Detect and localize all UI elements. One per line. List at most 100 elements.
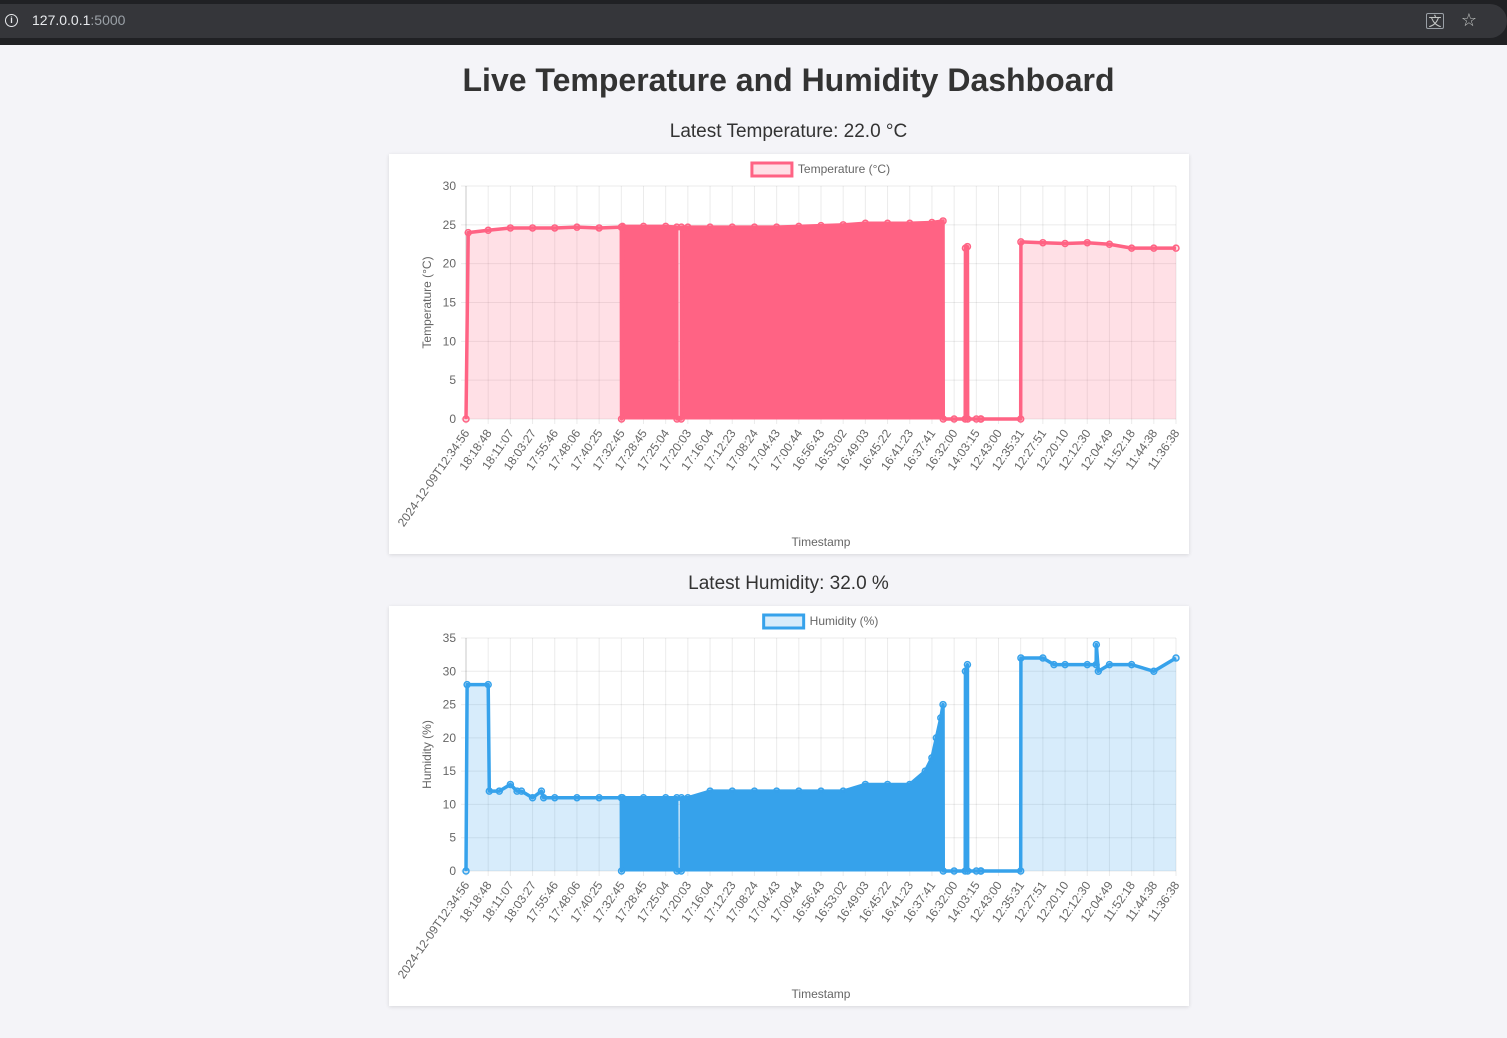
- data-point[interactable]: [618, 222, 627, 231]
- data-point[interactable]: [839, 787, 847, 795]
- data-point[interactable]: [906, 219, 914, 228]
- data-point[interactable]: [928, 218, 936, 227]
- site-info-icon[interactable]: i: [5, 14, 18, 27]
- data-point[interactable]: [939, 217, 947, 225]
- data-point[interactable]: [573, 223, 581, 231]
- data-point[interactable]: [963, 867, 972, 875]
- data-point[interactable]: [551, 794, 559, 802]
- data-point[interactable]: [639, 794, 648, 802]
- data-point[interactable]: [906, 780, 914, 789]
- data-point[interactable]: [963, 242, 972, 251]
- data-point[interactable]: [1172, 244, 1180, 252]
- data-point[interactable]: [950, 867, 958, 875]
- data-point[interactable]: [677, 794, 686, 802]
- data-point[interactable]: [463, 680, 471, 689]
- data-point[interactable]: [772, 787, 781, 795]
- data-point[interactable]: [573, 794, 581, 802]
- data-point[interactable]: [795, 787, 803, 795]
- data-point[interactable]: [928, 754, 936, 762]
- data-point[interactable]: [677, 415, 685, 423]
- data-point[interactable]: [661, 794, 670, 802]
- translate-icon[interactable]: 文: [1426, 13, 1444, 29]
- data-point[interactable]: [677, 867, 685, 875]
- data-point[interactable]: [977, 867, 985, 875]
- data-point[interactable]: [1083, 238, 1091, 247]
- data-point[interactable]: [462, 867, 470, 875]
- data-point[interactable]: [639, 222, 648, 231]
- data-point[interactable]: [1105, 240, 1114, 248]
- data-point[interactable]: [706, 223, 714, 231]
- data-point[interactable]: [861, 780, 870, 789]
- bookmark-star-icon[interactable]: ☆: [1460, 10, 1478, 30]
- data-point[interactable]: [539, 794, 548, 802]
- data-point[interactable]: [883, 780, 892, 789]
- data-point[interactable]: [551, 224, 559, 232]
- data-point[interactable]: [939, 415, 948, 423]
- data-point[interactable]: [618, 794, 627, 802]
- data-point[interactable]: [950, 415, 958, 423]
- data-point[interactable]: [517, 787, 526, 795]
- data-point[interactable]: [1017, 654, 1025, 662]
- data-point[interactable]: [1127, 244, 1136, 252]
- data-point[interactable]: [963, 660, 972, 669]
- data-point[interactable]: [464, 228, 472, 237]
- data-point[interactable]: [528, 794, 537, 802]
- data-point[interactable]: [1039, 238, 1047, 247]
- data-point[interactable]: [1017, 238, 1025, 246]
- url-text[interactable]: 127.0.0.1:5000: [32, 12, 125, 28]
- data-point[interactable]: [1092, 640, 1101, 649]
- data-point[interactable]: [817, 221, 825, 230]
- data-point[interactable]: [939, 867, 948, 875]
- data-point[interactable]: [528, 224, 537, 232]
- data-point[interactable]: [772, 223, 781, 231]
- data-point[interactable]: [1016, 867, 1025, 875]
- data-point[interactable]: [1172, 654, 1180, 662]
- data-point[interactable]: [495, 787, 504, 795]
- data-point[interactable]: [484, 680, 492, 689]
- data-point[interactable]: [963, 415, 972, 423]
- data-point[interactable]: [1150, 667, 1158, 676]
- data-point[interactable]: [883, 219, 892, 228]
- data-point[interactable]: [677, 223, 686, 231]
- data-point[interactable]: [684, 794, 692, 802]
- data-point[interactable]: [932, 734, 941, 742]
- data-point[interactable]: [617, 867, 626, 875]
- data-point[interactable]: [1150, 244, 1158, 252]
- data-point[interactable]: [1050, 660, 1058, 669]
- data-point[interactable]: [795, 222, 803, 231]
- data-point[interactable]: [921, 767, 930, 775]
- data-point[interactable]: [595, 224, 603, 232]
- data-point[interactable]: [706, 787, 714, 795]
- data-point[interactable]: [728, 787, 736, 795]
- data-point[interactable]: [961, 667, 970, 676]
- data-point[interactable]: [1083, 660, 1091, 669]
- data-point[interactable]: [977, 415, 985, 423]
- data-point[interactable]: [1127, 660, 1136, 669]
- data-point[interactable]: [661, 222, 670, 231]
- data-point[interactable]: [817, 787, 825, 795]
- data-point[interactable]: [1016, 415, 1025, 423]
- data-point[interactable]: [485, 787, 494, 795]
- data-point[interactable]: [839, 221, 847, 229]
- data-point[interactable]: [937, 714, 945, 722]
- data-point[interactable]: [750, 787, 759, 795]
- legend[interactable]: Temperature (°C): [750, 161, 890, 178]
- data-point[interactable]: [1092, 660, 1100, 669]
- data-point[interactable]: [462, 415, 470, 423]
- data-point[interactable]: [750, 223, 759, 231]
- data-point[interactable]: [506, 780, 515, 789]
- legend[interactable]: Humidity (%): [762, 613, 879, 630]
- data-point[interactable]: [537, 787, 546, 795]
- data-point[interactable]: [1061, 660, 1069, 669]
- data-point[interactable]: [1061, 239, 1069, 248]
- data-point[interactable]: [684, 223, 692, 231]
- data-point[interactable]: [506, 224, 515, 232]
- data-point[interactable]: [1039, 654, 1047, 662]
- data-point[interactable]: [617, 415, 626, 423]
- data-point[interactable]: [939, 700, 947, 709]
- data-point[interactable]: [728, 223, 736, 231]
- data-point[interactable]: [595, 794, 603, 802]
- data-point[interactable]: [1105, 660, 1114, 669]
- data-point[interactable]: [861, 219, 870, 228]
- address-bar[interactable]: i 127.0.0.1:5000 文 ☆: [0, 4, 1507, 38]
